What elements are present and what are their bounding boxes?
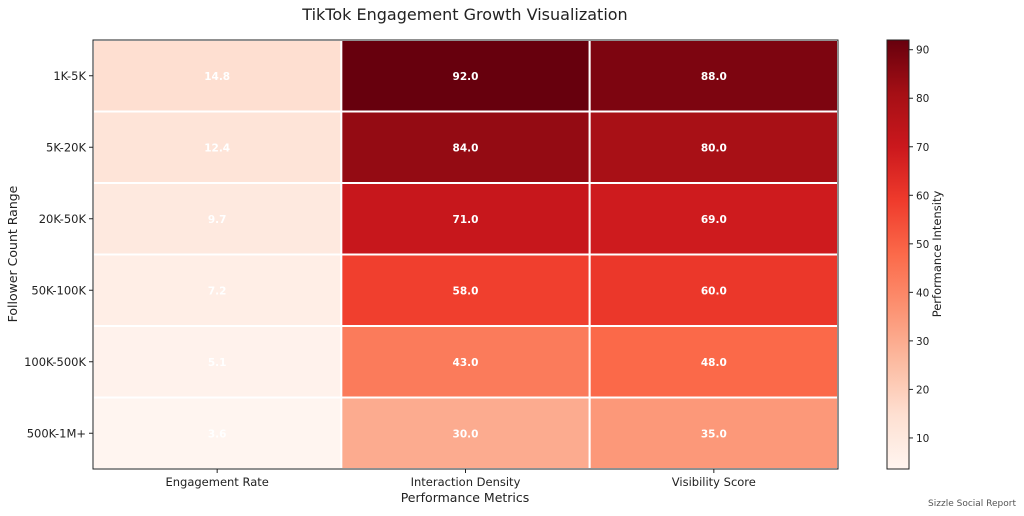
colorbar xyxy=(886,39,910,470)
cell-value-label: 69.0 xyxy=(701,214,727,226)
x-tick-label: Interaction Density xyxy=(411,475,521,489)
colorbar-tick-label: 90 xyxy=(916,45,929,57)
y-tick-label: 50K-100K xyxy=(31,283,86,297)
heatmap-cell xyxy=(92,253,343,327)
y-tick-label: 100K-500K xyxy=(24,355,86,369)
y-tick-labels: 1K-5K 5K-20K 20K-50K 50K-100K 100K-500K 500K-… xyxy=(24,69,93,440)
y-axis-label: Follower Count Range xyxy=(5,185,20,322)
heatmap-cell xyxy=(340,39,591,113)
x-axis-label: Performance Metrics xyxy=(401,490,530,505)
colorbar-tick-label: 80 xyxy=(916,93,929,105)
y-tick-label: 500K-1M+ xyxy=(27,426,86,440)
heatmap-cell xyxy=(588,396,840,470)
cell-labels: 14.8 92.0 88.0 12.4 84.0 80.0 9.7 71.0 69.0 7.2 58… xyxy=(204,71,727,441)
colorbar-tick-label: 20 xyxy=(916,384,929,396)
cell-value-label: 60.0 xyxy=(701,285,727,297)
y-tick-label: 20K-50K xyxy=(39,212,87,226)
cell-value-label: 12.4 xyxy=(204,142,230,154)
colorbar-ticks: 10 20 30 40 50 60 70 80 90 xyxy=(909,45,929,445)
cell-value-label: 5.1 xyxy=(208,357,227,369)
heatmap-cell xyxy=(340,325,591,399)
cell-value-label: 58.0 xyxy=(453,285,479,297)
x-tick-labels: Engagement Rate Interaction Density Visibi… xyxy=(165,469,756,489)
cell-value-label: 14.8 xyxy=(204,71,230,83)
cell-value-label: 7.2 xyxy=(208,285,227,297)
colorbar-tick-label: 60 xyxy=(916,190,929,202)
heatmap-cell xyxy=(588,253,840,327)
cell-value-label: 71.0 xyxy=(453,214,479,226)
colorbar-tick-label: 30 xyxy=(916,336,929,348)
cell-value-label: 92.0 xyxy=(453,71,479,83)
heatmap-cell xyxy=(340,182,591,256)
colorbar-label: Performance Intensity xyxy=(930,191,944,318)
x-tick-label: Engagement Rate xyxy=(165,475,268,489)
colorbar-tick-label: 50 xyxy=(916,239,929,251)
cell-value-label: 84.0 xyxy=(453,142,479,154)
cell-value-label: 9.7 xyxy=(208,214,227,226)
colorbar-tick-label: 40 xyxy=(916,287,929,299)
colorbar-tick-label: 10 xyxy=(916,433,929,445)
cell-value-label: 43.0 xyxy=(453,357,479,369)
heatmap-cells xyxy=(92,39,840,470)
cell-value-label: 3.6 xyxy=(208,428,227,440)
heatmap-cell xyxy=(92,39,343,113)
footer-source: Sizzle Social Report xyxy=(928,499,1016,509)
cell-value-label: 35.0 xyxy=(701,428,727,440)
heatmap-cell xyxy=(340,396,591,470)
cell-value-label: 48.0 xyxy=(701,357,727,369)
heatmap-cell xyxy=(588,110,840,184)
cell-value-label: 88.0 xyxy=(701,71,727,83)
y-tick-label: 1K-5K xyxy=(53,69,86,83)
y-tick-label: 5K-20K xyxy=(46,140,86,154)
cell-value-label: 80.0 xyxy=(701,142,727,154)
chart-title: TikTok Engagement Growth Visualization xyxy=(301,5,627,24)
cell-value-label: 30.0 xyxy=(453,428,479,440)
x-tick-label: Visibility Score xyxy=(672,475,756,489)
colorbar-tick-label: 70 xyxy=(916,142,929,154)
